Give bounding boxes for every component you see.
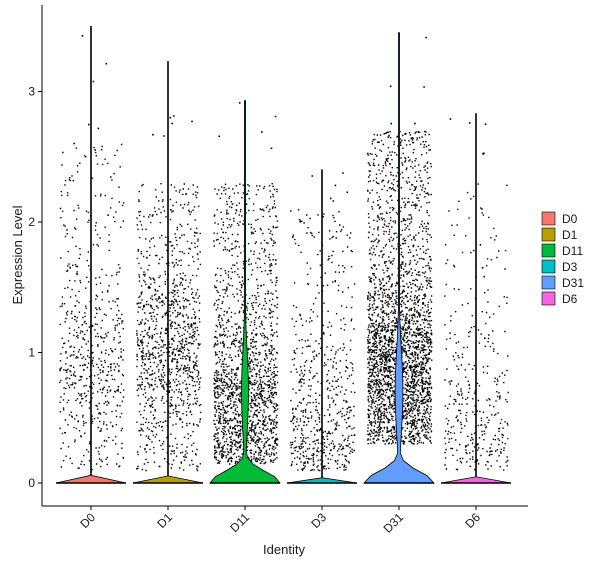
violin-shape-d6 xyxy=(440,113,512,484)
legend: D0 D1 D11 D3 D31 D6 xyxy=(541,211,584,306)
violin-d31 xyxy=(363,32,435,484)
legend-swatch xyxy=(541,211,556,226)
points-path-d31 xyxy=(367,36,433,445)
violin-d6 xyxy=(440,113,512,484)
legend-item-d0: D0 xyxy=(541,211,578,226)
legend-label: D3 xyxy=(562,260,578,274)
x-axis-title: Identity xyxy=(263,542,305,557)
legend-swatch xyxy=(541,227,556,242)
violin-d0 xyxy=(55,25,127,484)
legend-swatch xyxy=(541,275,556,290)
x-ticks: D0 D1 D11 D3 D31 D6 xyxy=(77,506,483,536)
y-ticks: 0 1 2 3 xyxy=(28,85,42,490)
violin-shape-d0 xyxy=(55,25,127,484)
x-tick-label-d3: D3 xyxy=(308,510,329,531)
violin-d1 xyxy=(132,61,204,484)
legend-item-d11: D11 xyxy=(541,243,583,258)
legend-label: D6 xyxy=(562,292,578,306)
legend-swatch xyxy=(541,243,556,258)
legend-item-d6: D6 xyxy=(541,291,578,306)
x-tick-label-d11: D11 xyxy=(227,510,252,535)
x-tick-label-d6: D6 xyxy=(462,510,483,531)
legend-item-d1: D1 xyxy=(541,227,578,242)
x-tick-label-d0: D0 xyxy=(77,510,98,531)
y-tick-label: 1 xyxy=(28,346,35,360)
legend-label: D1 xyxy=(562,228,578,242)
violins xyxy=(55,25,512,484)
y-tick-label: 2 xyxy=(28,215,35,229)
points-d11 xyxy=(213,102,279,465)
legend-label: D31 xyxy=(562,276,584,290)
x-tick-label-d1: D1 xyxy=(154,510,175,531)
points-path-d11 xyxy=(213,102,279,465)
violin-shape-d11 xyxy=(209,100,281,484)
x-tick-label-d31: D31 xyxy=(381,510,407,536)
y-axis-title: Expression Level xyxy=(10,205,25,304)
points-d31 xyxy=(367,36,433,445)
legend-label: D0 xyxy=(562,212,578,226)
jitter-points xyxy=(59,35,509,472)
y-tick-label: 3 xyxy=(28,85,35,99)
legend-swatch xyxy=(541,259,556,274)
violin-d11 xyxy=(209,100,281,484)
violin-d3 xyxy=(286,169,358,484)
violin-shape-d31 xyxy=(363,32,435,484)
axes: 0 1 2 3 D0 D1 D11 D3 D31 D6 xyxy=(28,5,528,536)
legend-item-d31: D31 xyxy=(541,275,584,290)
legend-item-d3: D3 xyxy=(541,259,578,274)
y-tick-label: 0 xyxy=(28,476,35,490)
legend-swatch xyxy=(541,291,556,306)
violin-shape-d3 xyxy=(286,169,358,484)
violin-shape-d1 xyxy=(132,61,204,484)
legend-label: D11 xyxy=(562,244,583,258)
